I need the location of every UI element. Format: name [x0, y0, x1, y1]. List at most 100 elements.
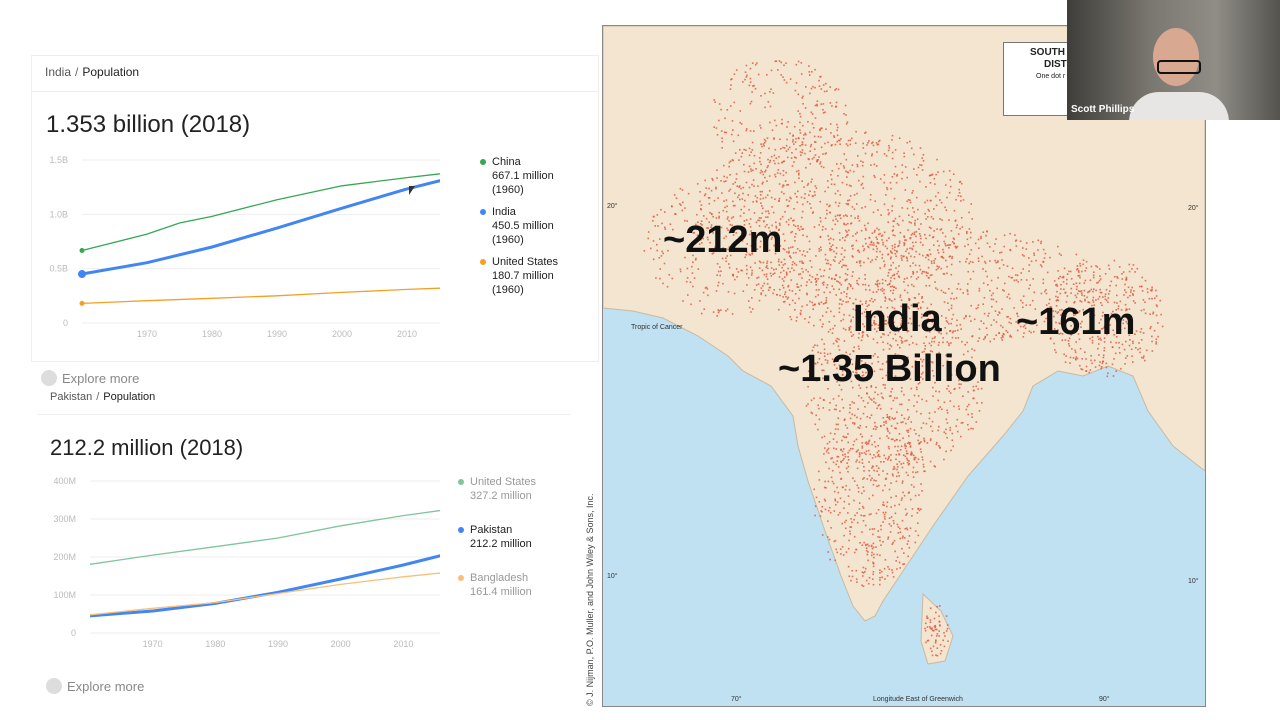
data-point[interactable] [79, 300, 85, 306]
series-line[interactable] [81, 176, 440, 276]
population-dot [931, 420, 934, 423]
population-dot [785, 62, 787, 64]
data-point[interactable] [79, 248, 85, 254]
population-dot [738, 159, 740, 161]
population-dot [888, 455, 890, 458]
population-dot [800, 196, 803, 199]
population-dot [793, 262, 796, 265]
population-dot [759, 198, 762, 200]
series-line[interactable] [89, 572, 440, 616]
population-dot [829, 558, 831, 561]
population-dot [874, 456, 877, 458]
population-dot [938, 244, 940, 247]
population-dot [836, 280, 838, 282]
population-dot [840, 388, 843, 391]
population-dot [749, 254, 752, 256]
series-line[interactable] [81, 172, 440, 252]
population-dot [1092, 276, 1095, 279]
population-dot [916, 174, 918, 176]
population-dot [1079, 290, 1081, 293]
population-dot [928, 412, 931, 414]
breadcrumb-separator: / [96, 391, 100, 403]
population-dot [858, 395, 860, 397]
population-dot [876, 407, 878, 410]
population-dot [787, 121, 789, 123]
population-dot [1120, 309, 1123, 311]
population-dot [1061, 339, 1064, 342]
population-dot [1067, 340, 1070, 342]
population-dot [860, 184, 863, 186]
map-legend-title: SOUTH [1030, 47, 1065, 58]
population-dot [858, 179, 860, 182]
explore-more-link[interactable]: Explore more [41, 370, 139, 386]
population-dot [854, 142, 857, 144]
breadcrumb-country[interactable]: Pakistan [50, 391, 93, 403]
population-dot [647, 237, 649, 240]
population-dot [854, 514, 856, 517]
population-dot [781, 215, 784, 218]
population-dot [880, 461, 882, 463]
population-dot [1020, 272, 1022, 274]
population-dot [855, 369, 858, 371]
population-dot [792, 261, 794, 263]
population-dot [980, 235, 982, 238]
legend-item[interactable]: Pakistan 212.2 million [458, 523, 568, 551]
population-dot [841, 181, 844, 184]
population-dot [955, 425, 957, 427]
population-dot [930, 260, 933, 263]
population-dot [1061, 322, 1063, 324]
population-dot [972, 389, 975, 392]
population-dot [827, 452, 830, 454]
population-dot [799, 313, 802, 316]
population-dot [929, 182, 932, 184]
population-dot [822, 369, 825, 372]
population-dot [861, 371, 864, 373]
population-dot [819, 128, 821, 131]
legend-item[interactable]: Bangladesh 161.4 million [458, 571, 568, 599]
series-line[interactable] [89, 552, 440, 618]
population-dot [879, 178, 882, 180]
population-dot [816, 273, 818, 276]
population-dot [886, 414, 888, 416]
population-dot [936, 317, 939, 320]
legend-item[interactable]: United States 180.7 million (1960) [480, 255, 590, 297]
population-dot [1082, 263, 1084, 266]
population-dot [811, 71, 813, 73]
population-dot [750, 151, 752, 153]
population-dot [936, 228, 938, 230]
population-dot [925, 271, 928, 273]
population-dot [1048, 302, 1050, 305]
legend-item[interactable]: United States 327.2 million [458, 475, 568, 503]
population-dot [912, 245, 915, 247]
legend-item[interactable]: India 450.5 million (1960) [480, 205, 590, 247]
population-dot [894, 253, 897, 255]
population-dot [728, 161, 731, 164]
population-dot [967, 350, 969, 353]
population-dot [797, 225, 799, 227]
population-dot [1113, 259, 1116, 262]
series-line[interactable] [81, 287, 440, 305]
data-point[interactable] [78, 270, 86, 279]
legend-item[interactable]: China 667.1 million (1960) [480, 155, 590, 197]
explore-more-link[interactable]: Explore more [46, 678, 144, 694]
population-dot [1040, 292, 1043, 295]
population-dot [959, 288, 962, 291]
population-dot [839, 214, 841, 216]
series-line[interactable] [89, 509, 440, 565]
population-dot [812, 308, 814, 310]
population-dot [888, 432, 891, 434]
population-dot [781, 284, 784, 287]
breadcrumb-country[interactable]: India [45, 65, 72, 79]
population-dot [848, 411, 851, 414]
population-dot [1135, 347, 1137, 349]
population-dot [851, 287, 854, 290]
population-dot [948, 219, 950, 221]
population-dot [802, 262, 805, 264]
population-dot [914, 224, 916, 226]
population-dot [801, 141, 804, 143]
population-dot [799, 121, 801, 124]
population-dot [799, 132, 802, 134]
population-dot [838, 364, 841, 367]
